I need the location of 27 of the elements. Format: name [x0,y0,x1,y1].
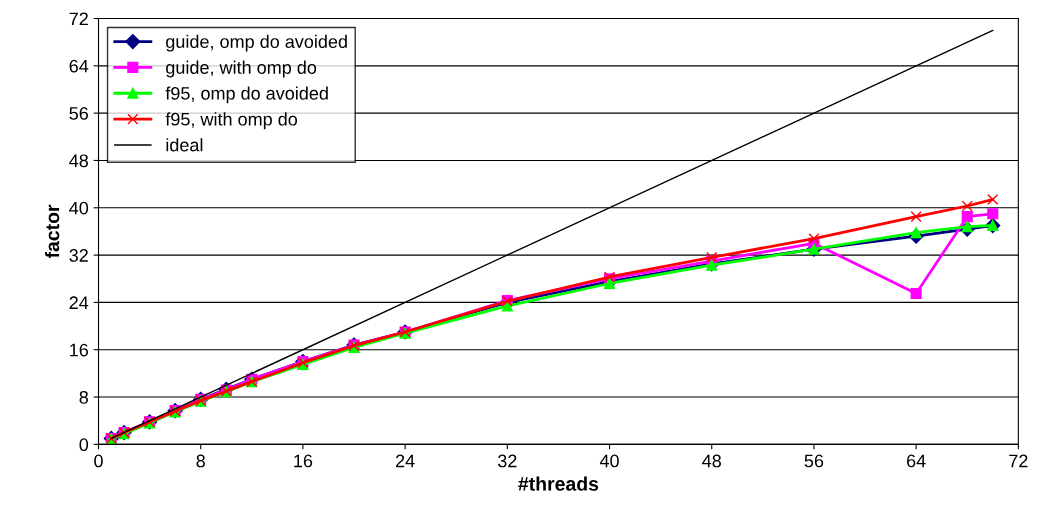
legend-label: ideal [166,138,203,152]
y-tick-label: 56 [69,107,88,120]
x-tick-label: 48 [702,454,721,468]
x-axis-title: #threads [518,476,599,491]
y-axis-title: factor [45,204,60,259]
x-tick-label: 32 [497,454,517,468]
y-tick-label: 72 [69,12,88,26]
legend-label: guide, omp do avoided [166,34,347,52]
x-tick-label: 16 [294,454,313,468]
legend-label: f95, omp do avoided [165,86,328,104]
y-tick-label: 0 [79,438,89,452]
x-tick-label: 0 [94,454,103,468]
x-tick-label: 8 [196,454,205,468]
legend-label: guide, with omp do [166,60,317,78]
y-tick-label: 24 [69,296,89,309]
x-tick-label: 72 [1009,454,1028,468]
x-tick-label: 56 [804,454,824,468]
y-tick-label: 8 [79,390,89,404]
y-tick-label: 40 [69,201,89,215]
y-tick-label: 64 [69,59,89,73]
x-tick-label: 24 [395,454,415,468]
x-tick-label: 40 [599,454,619,468]
x-tick-label: 64 [907,454,926,468]
legend-label: f95, with omp do [165,112,298,130]
y-tick-label: 16 [70,343,88,357]
y-tick-label: 32 [69,249,88,262]
y-tick-label: 48 [69,154,89,168]
